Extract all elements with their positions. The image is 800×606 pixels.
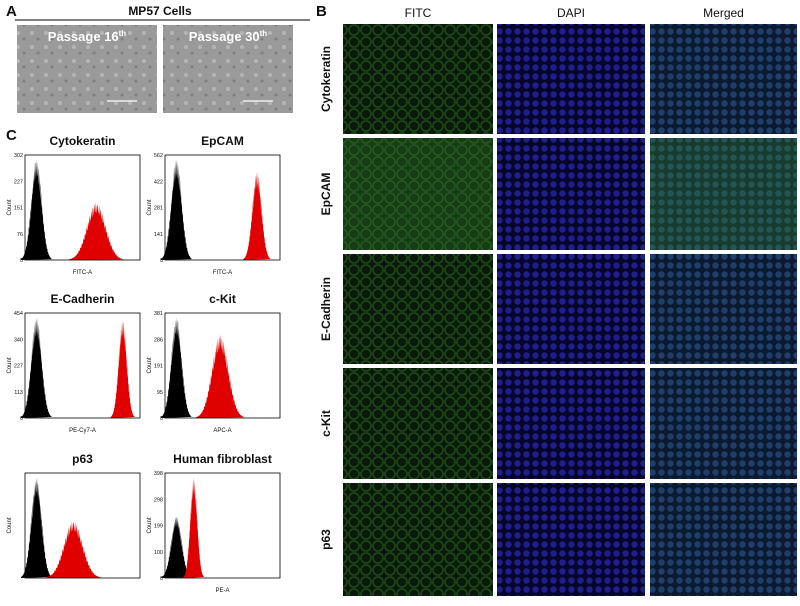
y-tick-label: 298	[154, 497, 163, 503]
x-axis-label: FITC-A	[73, 270, 92, 276]
histogram-positive	[243, 171, 271, 260]
y-tick-label: 0	[160, 258, 163, 264]
image-label-text: Passage 30	[189, 29, 260, 44]
fluorescence-image	[497, 483, 645, 596]
image-label: Passage 16th	[48, 29, 127, 44]
histogram-negative	[20, 158, 52, 260]
panel-label: C	[6, 127, 17, 144]
histogram-positive	[196, 334, 245, 418]
y-tick-label: 0	[20, 416, 23, 422]
histogram-negative	[160, 515, 192, 578]
plot-frame	[164, 312, 281, 419]
plot-title: EpCAM	[201, 134, 244, 148]
histogram-positive	[45, 520, 101, 578]
plot-title: p63	[72, 452, 93, 466]
fluorescence-image	[650, 24, 797, 134]
histogram-negative	[20, 476, 52, 578]
y-tick-label: 141	[154, 232, 163, 238]
row-label: EpCAM	[319, 173, 333, 216]
y-tick-label: 76	[17, 232, 23, 238]
image-label-text: Passage 16	[48, 29, 119, 44]
image-label: Passage 30th	[189, 29, 268, 44]
fluorescence-image	[343, 368, 493, 479]
y-axis-label: Count	[147, 357, 153, 373]
y-axis-label: Count	[147, 517, 153, 533]
row-label: p63	[319, 529, 333, 550]
y-tick-label: 422	[154, 179, 163, 185]
fluorescence-image	[650, 138, 797, 250]
row-label: c-Kit	[319, 410, 333, 437]
fluorescence-image	[343, 483, 493, 596]
x-axis-label: PE-A	[215, 588, 229, 594]
y-axis-label: Count	[7, 517, 13, 533]
fluorescence-image	[343, 138, 493, 250]
plot-frame	[24, 312, 141, 419]
plot-frame	[24, 154, 141, 261]
y-axis-label: Count	[7, 199, 13, 215]
plot-title: E-Cadherin	[50, 292, 114, 306]
y-tick-label: 381	[154, 311, 163, 317]
y-tick-label: 0	[160, 576, 163, 582]
image-glow	[343, 138, 493, 250]
y-tick-label: 286	[154, 337, 163, 343]
image-glow	[650, 138, 797, 250]
y-tick-label: 227	[14, 179, 23, 185]
y-tick-label: 340	[14, 337, 23, 343]
row-label: E-Cadherin	[319, 277, 333, 341]
y-axis-label: Count	[147, 199, 153, 215]
x-axis-label: APC-A	[213, 428, 231, 434]
histogram-positive	[110, 319, 135, 418]
y-tick-label: 227	[14, 364, 23, 370]
y-tick-label: 113	[14, 390, 23, 396]
fluorescence-image	[650, 254, 797, 364]
fluorescence-image	[650, 483, 797, 596]
histogram-positive	[68, 202, 124, 260]
column-header: DAPI	[557, 6, 585, 20]
y-axis-label: Count	[7, 357, 13, 373]
plot-frame	[24, 472, 141, 579]
panel-label: B	[316, 3, 327, 20]
plot-title: Human fibroblast	[173, 452, 272, 466]
column-header: FITC	[405, 6, 432, 20]
plot-title: Cytokeratin	[49, 134, 115, 148]
plot-frame	[164, 472, 281, 579]
y-tick-label: 562	[154, 153, 163, 159]
y-tick-label: 398	[154, 471, 163, 477]
fluorescence-image	[497, 254, 645, 364]
y-tick-label: 0	[160, 416, 163, 422]
histogram-positive	[183, 475, 205, 578]
y-tick-label: 191	[154, 364, 163, 370]
x-axis-label: FITC-A	[213, 270, 232, 276]
fluorescence-image	[497, 138, 645, 250]
panel-title: MP57 Cells	[128, 4, 192, 18]
plot-frame	[164, 154, 281, 261]
panel-label: A	[6, 3, 17, 20]
y-tick-label: 302	[14, 153, 23, 159]
phase-contrast-image	[17, 25, 157, 113]
fluorescence-image	[343, 254, 493, 364]
y-tick-label: 0	[20, 258, 23, 264]
image-label-sup: th	[119, 29, 127, 38]
y-tick-label: 281	[154, 206, 163, 212]
y-tick-label: 454	[14, 311, 23, 317]
histogram-negative	[20, 317, 52, 418]
x-axis-label: PE-Cy7-A	[69, 428, 96, 434]
phase-contrast-image	[163, 25, 293, 113]
fluorescence-image	[497, 24, 645, 134]
histogram-negative	[160, 317, 192, 418]
y-tick-label: 100	[154, 550, 163, 556]
column-header: Merged	[703, 6, 744, 20]
y-tick-label: 199	[154, 524, 163, 530]
histogram-negative	[160, 159, 192, 260]
y-tick-label: 151	[14, 206, 23, 212]
plot-title: c-Kit	[209, 292, 236, 306]
image-label-sup: th	[260, 29, 268, 38]
fluorescence-image	[650, 368, 797, 479]
fluorescence-image	[343, 24, 493, 134]
row-label: Cytokeratin	[319, 46, 333, 112]
fluorescence-image	[497, 368, 645, 479]
y-tick-label: 95	[157, 390, 163, 396]
